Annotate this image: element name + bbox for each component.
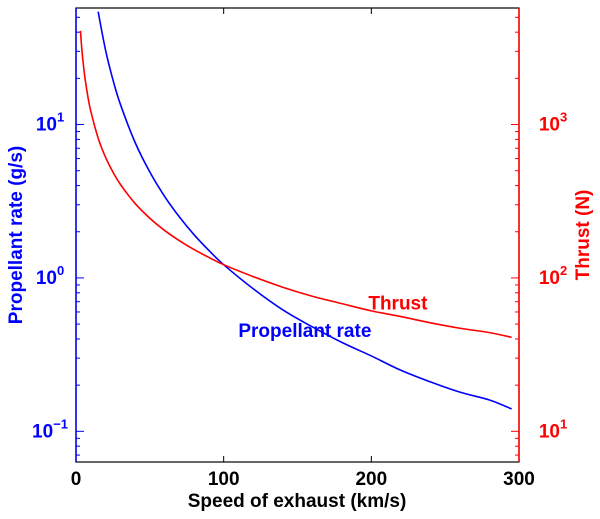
x-tick-label: 0 xyxy=(71,469,82,490)
x-tick-label: 300 xyxy=(503,469,535,490)
right-axis-ticks: 101 102 103 xyxy=(511,16,567,456)
left-axis-ticks: 10−1 100 101 xyxy=(32,16,84,456)
right-tick-label: 103 xyxy=(539,110,567,136)
x-tick-label: 200 xyxy=(355,469,387,490)
thrust-label: Thrust xyxy=(368,294,428,315)
right-tick-label: 101 xyxy=(539,416,567,442)
series-lines xyxy=(75,8,520,462)
left-tick-label: 100 xyxy=(36,263,64,289)
plot-area xyxy=(75,7,520,463)
x-axis-title: Speed of exhaust (km/s) xyxy=(188,491,407,512)
right-axis-title: Thrust (N) xyxy=(573,190,594,281)
x-axis-ticks: 0 100 200 300 xyxy=(71,8,535,490)
left-tick-label: 10−1 xyxy=(32,416,68,442)
x-tick-label: 100 xyxy=(208,469,240,490)
right-tick-label: 102 xyxy=(539,263,567,289)
left-tick-label: 101 xyxy=(36,110,64,136)
propellant-rate-label: Propellant rate xyxy=(238,321,371,342)
thrust-line xyxy=(79,30,512,339)
left-axis-title: Propellant rate (g/s) xyxy=(6,146,27,324)
annotations: Thrust Propellant rate xyxy=(238,294,428,343)
